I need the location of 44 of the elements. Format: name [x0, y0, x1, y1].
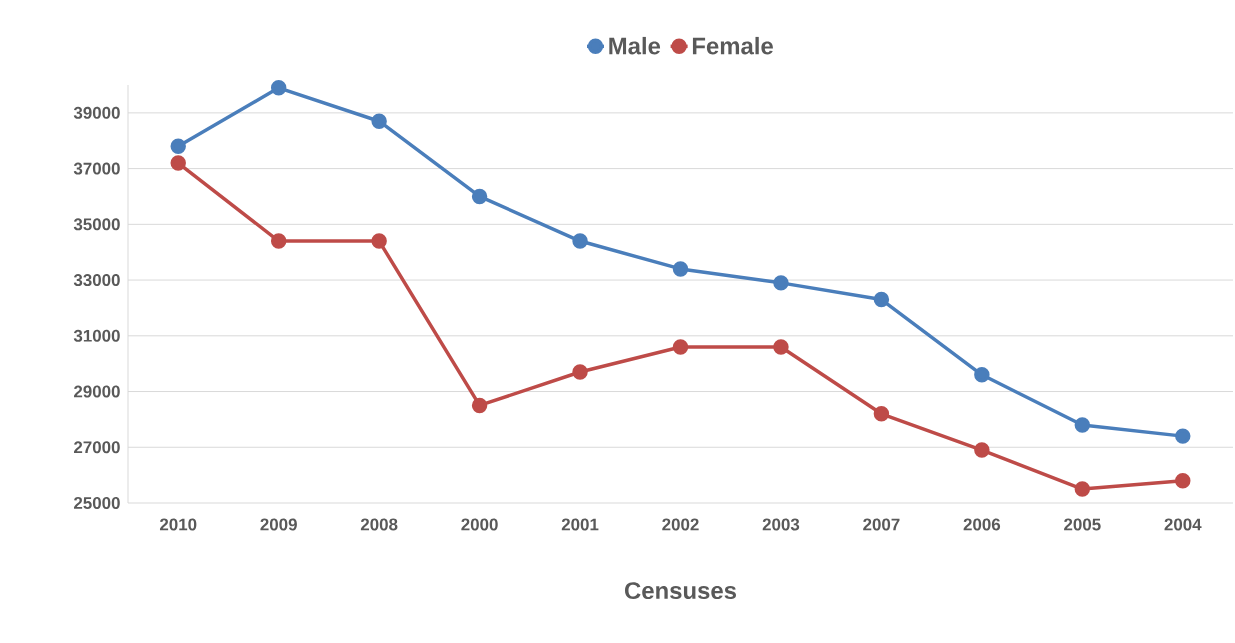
y-tick-label: 37000: [73, 162, 120, 175]
point: [371, 113, 387, 129]
point: [270, 233, 287, 249]
point: [672, 261, 689, 277]
legend-label: Male: [609, 36, 661, 55]
point: [371, 233, 387, 249]
x-tick-label: 2004: [1164, 518, 1202, 531]
point: [672, 339, 689, 355]
point: [572, 364, 588, 380]
x-tick-label: 2001: [561, 518, 599, 531]
point: [873, 291, 890, 308]
point: [270, 80, 287, 96]
point: [1175, 428, 1191, 444]
y-tick-label: 39000: [73, 106, 120, 119]
x-tick-label: 2000: [461, 518, 498, 531]
point: [471, 188, 488, 205]
x-axis-title: Censuses: [625, 582, 736, 600]
x-tick-label: 2002: [662, 518, 699, 531]
point: [974, 442, 990, 458]
y-tick-label: 31000: [73, 329, 120, 342]
y-tick-label: 33000: [73, 274, 120, 287]
x-tick-label: 2010: [159, 518, 197, 531]
point: [1074, 481, 1091, 497]
point: [170, 138, 186, 155]
y-tick-label: 35000: [73, 218, 120, 231]
y-tick-label: 25000: [73, 497, 120, 509]
y-tick-label: 27000: [73, 441, 120, 454]
point: [974, 367, 990, 383]
point: [1074, 417, 1091, 433]
x-tick-label: 2009: [260, 518, 297, 531]
point: [170, 155, 186, 171]
x-tick-label: 2003: [762, 518, 800, 531]
point: [773, 339, 789, 355]
x-tick-label: 2008: [360, 518, 398, 531]
y-tick-label: 29000: [73, 385, 120, 398]
point: [572, 233, 588, 249]
point: [471, 397, 488, 414]
x-tick-label: 2005: [1064, 518, 1101, 531]
point: [773, 275, 789, 291]
point: [873, 406, 890, 422]
x-tick-label: 2007: [863, 518, 900, 531]
point: [1175, 472, 1191, 489]
legend-label: Female: [692, 36, 773, 55]
x-tick-label: 2006: [963, 518, 1001, 531]
